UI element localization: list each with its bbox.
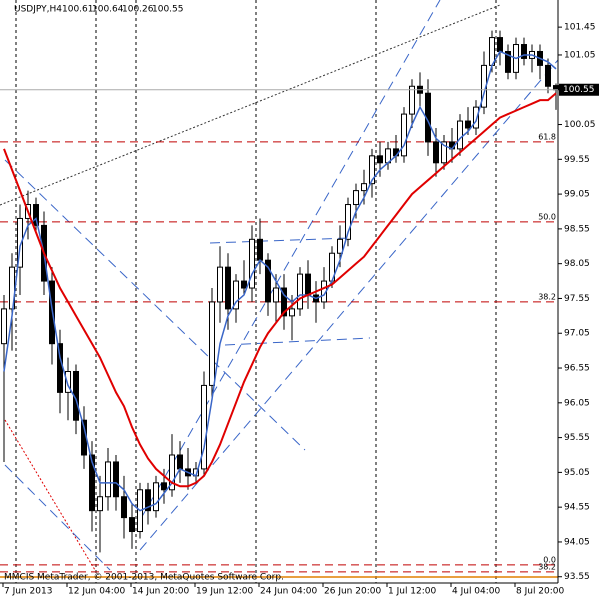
candle-body (257, 238, 263, 261)
candle-body (465, 120, 471, 129)
y-tick-label: 100.05 (564, 120, 596, 130)
x-tick-label: 4 Jul 04:00 (452, 587, 501, 597)
x-tick-label: 14 Jun 20:00 (132, 587, 189, 597)
candle-body (505, 50, 511, 73)
x-tick-label: 7 Jun 2013 (4, 587, 52, 597)
fib-label: 61.8 (538, 132, 556, 141)
candle-body (121, 496, 127, 519)
fib-label: 0.0 (543, 555, 556, 564)
footer: MMCIS MetaTrader, © 2001-2013, MetaQuote… (4, 573, 284, 583)
candle-body (129, 517, 135, 533)
y-tick-label: 98.55 (564, 224, 590, 234)
trendline (4, 159, 306, 451)
y-tick-label: 93.55 (564, 572, 590, 582)
candle-body (217, 266, 223, 303)
moving-average (3, 92, 557, 488)
fib-label: 38.2 (538, 562, 556, 571)
y-tick-label: 95.55 (564, 433, 590, 443)
x-tick-label: 8 Jul 20:00 (516, 587, 565, 597)
candle-body (369, 155, 375, 185)
last-low: 100.26 (122, 5, 154, 15)
x-tick-label: 24 Jun 04:00 (260, 587, 317, 597)
symbol: USDJPY,H4 (14, 5, 62, 15)
period-separators (15, 0, 497, 583)
y-tick-label: 96.55 (564, 364, 590, 374)
trendline (4, 419, 96, 571)
candle-body (409, 85, 415, 115)
price-tag-label: 100.55 (563, 85, 595, 95)
candle-body (1, 308, 7, 345)
candle-body (225, 266, 231, 310)
candle-body (457, 120, 463, 150)
candle-body (33, 204, 39, 226)
last-high: 100.64 (92, 5, 124, 15)
candle-body (345, 204, 351, 240)
last-open: 100.61 (62, 5, 94, 15)
candle-body (353, 190, 359, 206)
price-tag (559, 83, 599, 96)
y-tick-label: 101.45 (564, 23, 596, 33)
candle-body (289, 308, 295, 317)
candle-body (97, 496, 103, 512)
candle-body (17, 217, 23, 268)
title: USDJPY,H4 100.61 100.64 100.26 100.55 (14, 5, 184, 15)
trendline (139, 0, 441, 521)
candle-body (441, 141, 447, 164)
y-tick-label: 101.05 (564, 50, 596, 60)
trendlines (0, 0, 559, 578)
y-tick-label: 98.05 (564, 259, 590, 269)
candle-body (89, 454, 95, 512)
candle-body (153, 482, 159, 512)
y-tick-label: 99.55 (564, 155, 590, 165)
candle-body (145, 489, 151, 512)
candle-body (377, 155, 383, 164)
candle-body (281, 287, 287, 317)
y-tick-label: 97.05 (564, 329, 590, 339)
y-tick-label: 97.55 (564, 294, 590, 304)
candle-body (209, 301, 215, 386)
candle-body (161, 482, 167, 491)
candle-body (65, 371, 71, 393)
candle-body (497, 37, 503, 52)
candle-body (241, 280, 247, 289)
candle-body (113, 461, 119, 498)
candle-body (433, 141, 439, 164)
candle-body (233, 280, 239, 310)
last-close: 100.55 (152, 5, 184, 15)
x-tick-label: 19 Jun 12:00 (196, 587, 253, 597)
fib-label: 38.2 (538, 292, 556, 301)
candle-body (201, 384, 207, 470)
x-tick-label: 12 Jun 04:00 (68, 587, 125, 597)
trendline (224, 337, 371, 346)
candle-body (265, 259, 271, 303)
candle-body (177, 454, 183, 470)
candle-body (105, 461, 111, 498)
y-tick-label: 94.05 (564, 537, 590, 547)
candle-body (169, 454, 175, 491)
candle-body (305, 273, 311, 296)
y-tick-label: 99.05 (564, 190, 590, 200)
candle-body (521, 44, 527, 59)
trendline (209, 237, 351, 244)
moving-average (3, 50, 557, 512)
y-tick-label: 96.05 (564, 398, 590, 408)
candle-body (473, 106, 479, 129)
fib-label: 50.0 (538, 212, 556, 221)
plot: 61.850.038.20.038.2 (0, 30, 559, 573)
candle-body (337, 238, 343, 254)
candle-body (545, 64, 551, 87)
x-tick-label: 1 Jul 12:00 (388, 587, 437, 597)
trendline (4, 464, 111, 571)
x-tick-label: 26 Jun 20:00 (324, 587, 381, 597)
y-tick-label: 94.55 (564, 503, 590, 513)
candle-body (401, 113, 407, 157)
y-tick-label: 95.05 (564, 468, 590, 478)
candle-body (297, 273, 303, 310)
trendline (0, 4, 501, 206)
candle-body (361, 183, 367, 192)
candle-body (249, 238, 255, 289)
candle-body (273, 287, 279, 303)
